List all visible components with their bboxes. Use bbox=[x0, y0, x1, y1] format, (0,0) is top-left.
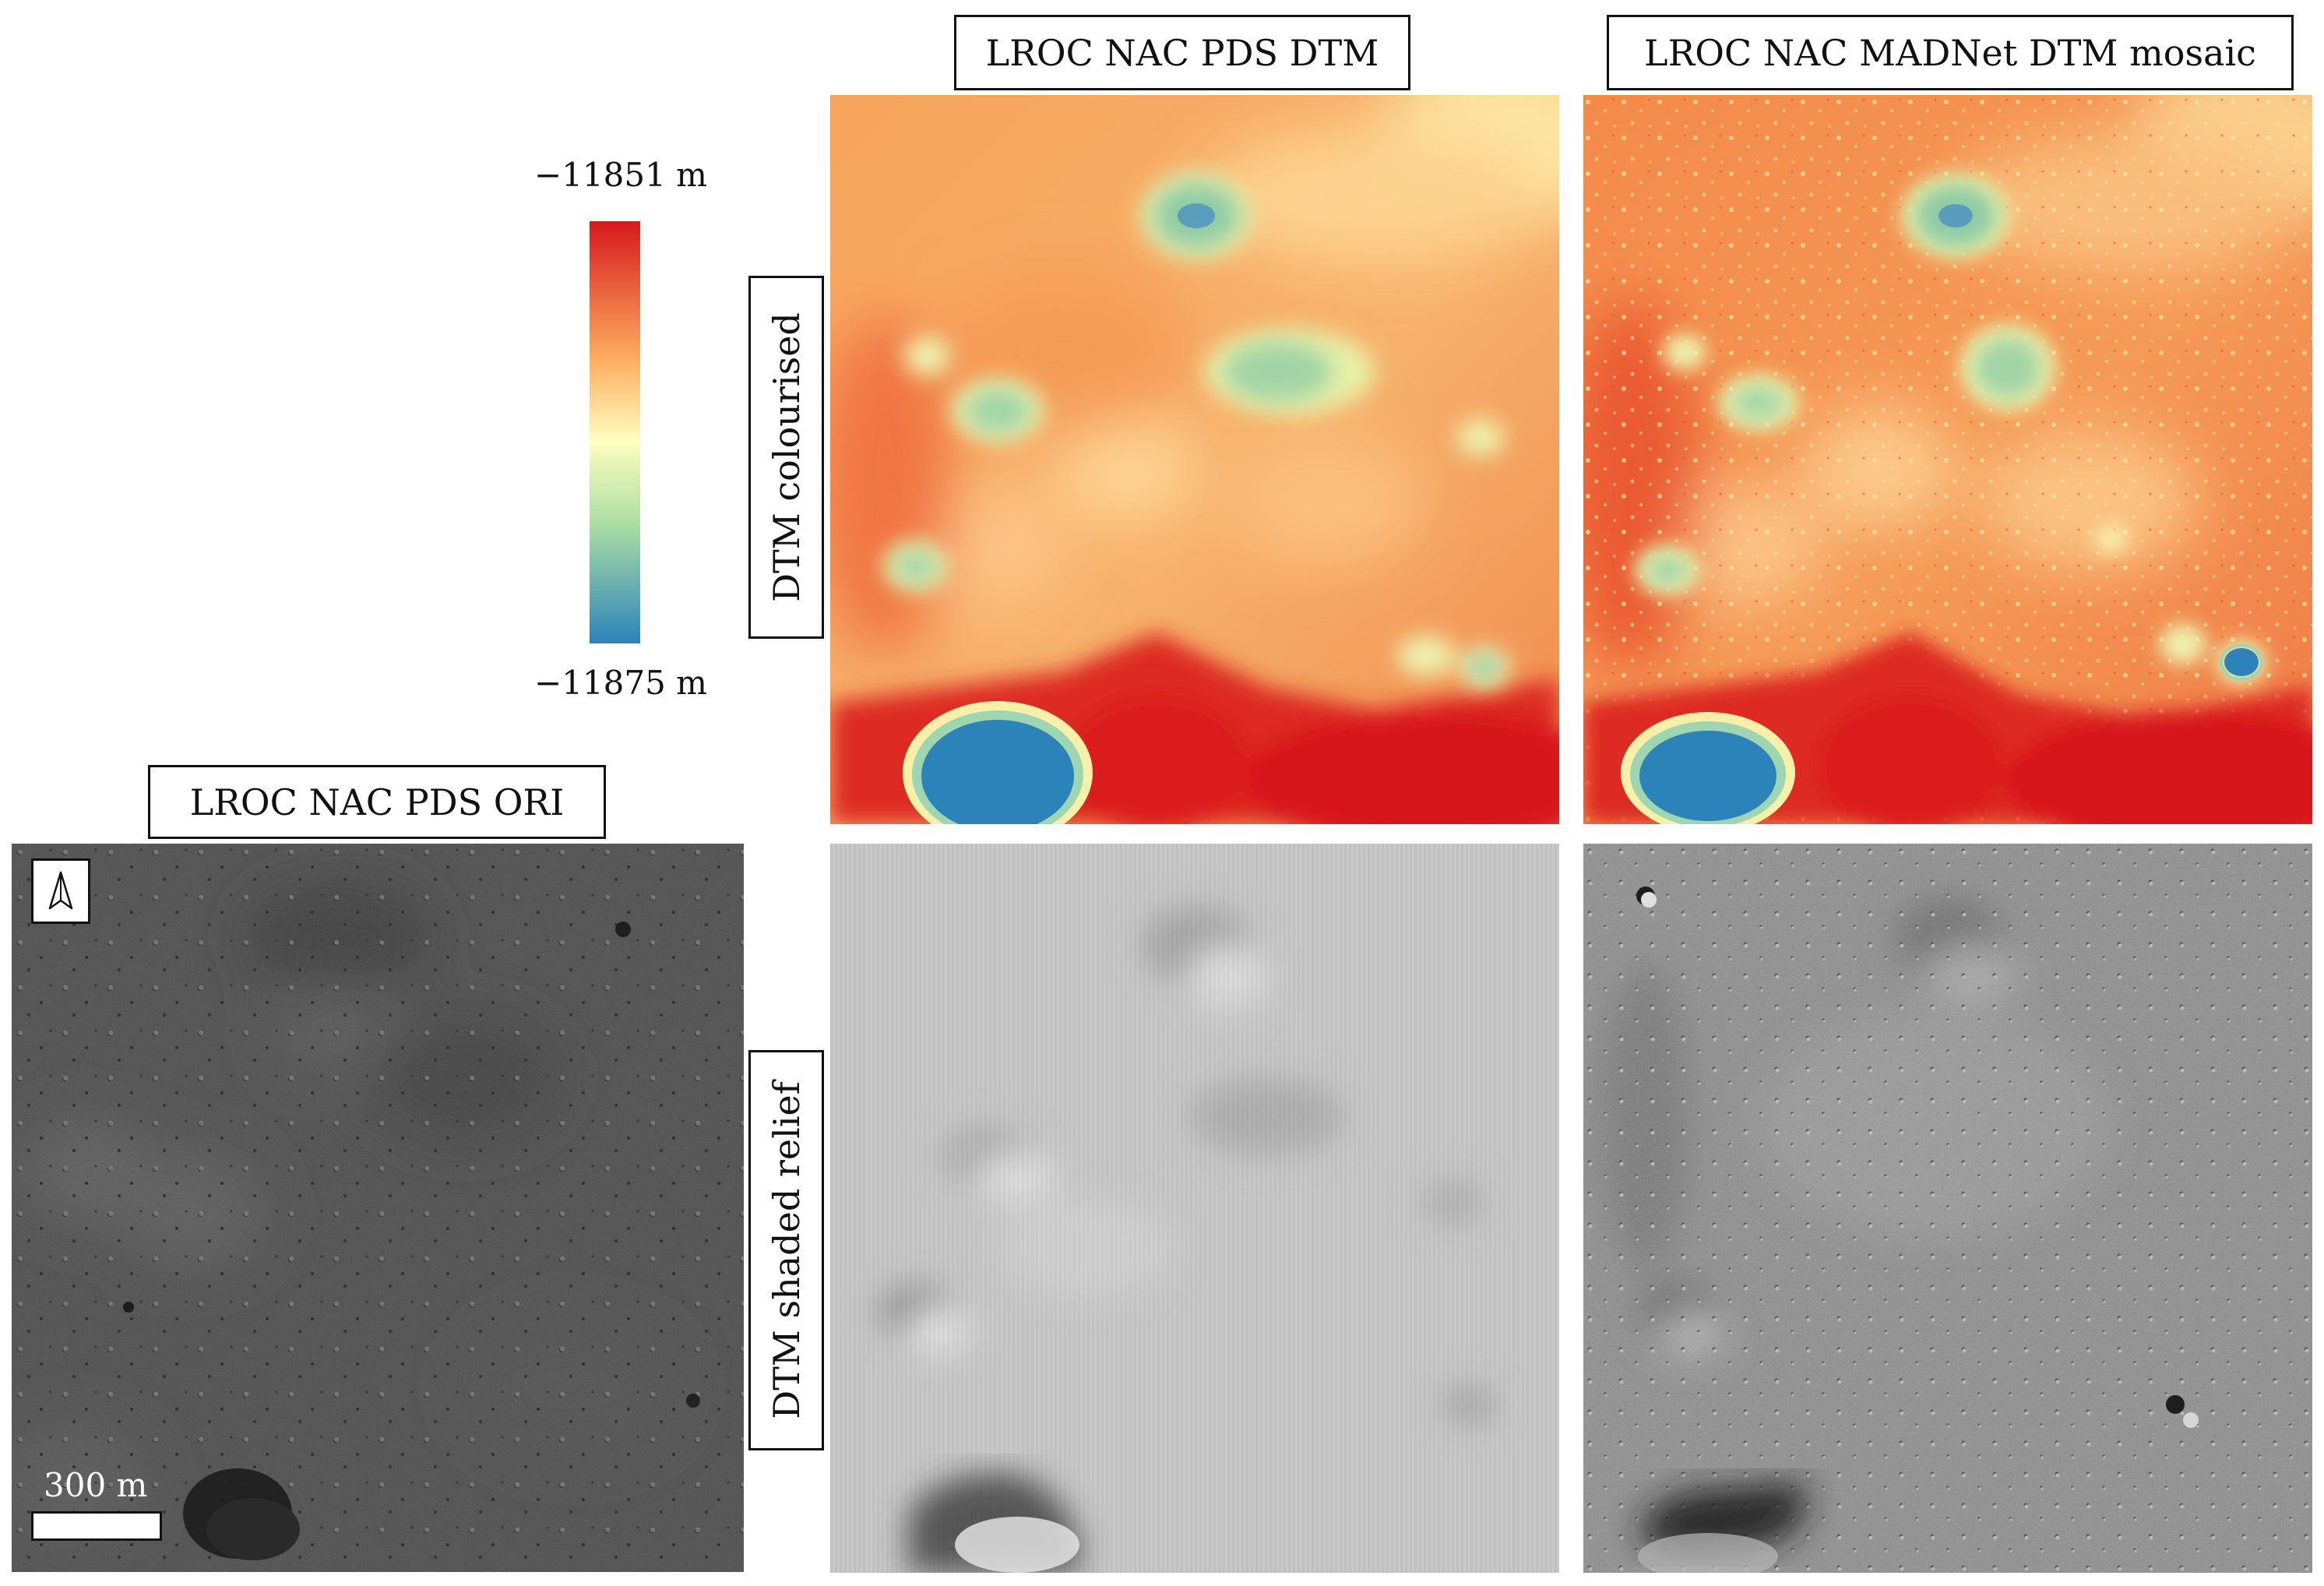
title-pds-ori: LROC NAC PDS ORI bbox=[148, 765, 606, 839]
panel-pds-dtm-shaded-relief bbox=[830, 844, 1559, 1573]
row-label-dtm-colourised-text: DTM colourised bbox=[765, 312, 808, 602]
north-arrow-icon bbox=[48, 871, 73, 910]
row-label-dtm-colourised: DTM colourised bbox=[748, 276, 824, 639]
scale-bar-label: 300 m bbox=[44, 1466, 148, 1504]
panel-pds-dtm-colourised bbox=[830, 95, 1559, 824]
title-pds-dtm: LROC NAC PDS DTM bbox=[954, 15, 1410, 90]
panel-madnet-shaded-relief bbox=[1583, 844, 2312, 1573]
row-label-dtm-shaded-relief-text: DTM shaded relief bbox=[765, 1081, 808, 1419]
title-madnet-dtm-mosaic: LROC NAC MADNet DTM mosaic bbox=[1607, 15, 2294, 90]
colorbar-max-label: −11851 m bbox=[534, 156, 707, 194]
panel-pds-ori bbox=[12, 844, 744, 1572]
panel-madnet-dtm-colourised bbox=[1583, 95, 2312, 824]
colorbar-min-label: −11875 m bbox=[534, 664, 707, 702]
scale-bar bbox=[31, 1511, 162, 1541]
elevation-colorbar bbox=[590, 221, 640, 643]
north-arrow bbox=[31, 858, 90, 924]
row-label-dtm-shaded-relief: DTM shaded relief bbox=[748, 1050, 824, 1450]
